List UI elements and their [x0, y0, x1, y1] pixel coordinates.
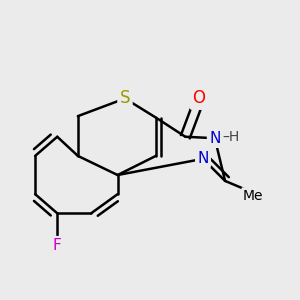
- Text: Me: Me: [243, 189, 263, 202]
- Text: S: S: [120, 89, 130, 107]
- Text: –H: –H: [222, 130, 240, 144]
- Text: N: N: [209, 131, 220, 146]
- Text: N: N: [197, 151, 209, 166]
- Text: O: O: [192, 89, 205, 107]
- Text: F: F: [53, 238, 62, 253]
